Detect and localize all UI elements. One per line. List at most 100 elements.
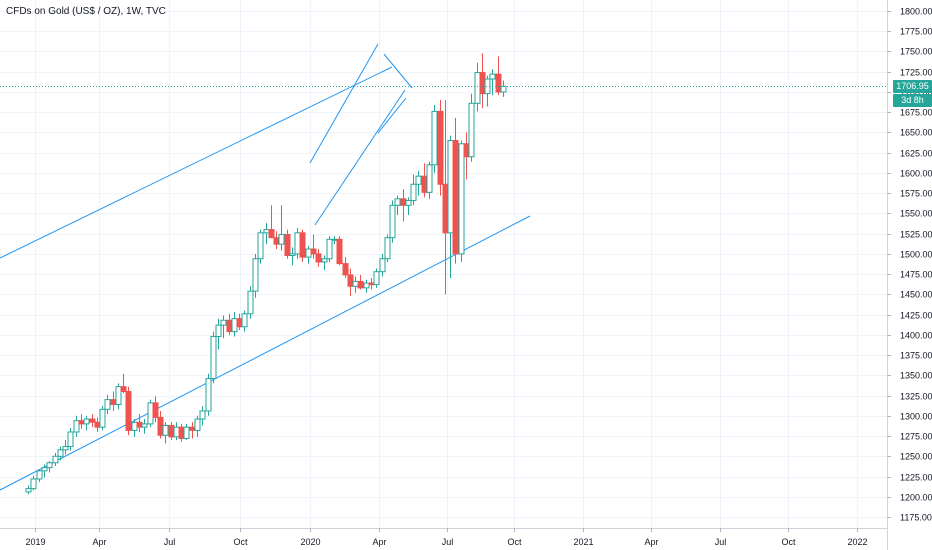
- candle-body-down: [368, 282, 375, 286]
- candle-body-up: [294, 232, 301, 255]
- candle-body-up: [484, 78, 491, 95]
- candle-body-down: [336, 238, 343, 265]
- candle-body-up: [500, 85, 507, 93]
- y-tick-label: 1475.00: [900, 270, 932, 280]
- y-tick-label: 1200.00: [900, 493, 932, 503]
- x-tick-label: Apr: [372, 537, 386, 547]
- y-tick-label: 1625.00: [900, 149, 932, 159]
- candle-body-down: [452, 140, 459, 255]
- candle-body-up: [263, 229, 270, 234]
- x-tick-label: Oct: [507, 537, 522, 547]
- candle-body-up: [162, 425, 169, 436]
- candle-body-up: [321, 258, 328, 263]
- candle-body-up: [62, 446, 69, 451]
- y-tick-label: 1525.00: [900, 230, 932, 240]
- candle-body-down: [152, 402, 159, 418]
- x-tick-label: 2019: [25, 537, 45, 547]
- candle-body-down: [310, 248, 317, 255]
- candle-body-up: [415, 175, 422, 185]
- candle-body-up: [489, 73, 496, 80]
- x-tick-label: Apr: [644, 537, 658, 547]
- candle-body-up: [410, 183, 417, 201]
- candle-body-up: [278, 233, 285, 245]
- candle-body-up: [331, 238, 338, 241]
- y-tick-label: 1325.00: [900, 392, 932, 402]
- candle-body-up: [41, 467, 48, 472]
- y-tick-label: 1600.00: [900, 169, 932, 179]
- wedge-left-line[interactable]: [309, 43, 379, 164]
- chart-title: CFDs on Gold (US$ / OZ), 1W, TVC: [6, 6, 166, 17]
- candle-body-up: [426, 164, 433, 193]
- channel-lower-line[interactable]: [0, 215, 531, 491]
- candle-body-up: [73, 420, 80, 433]
- candle-body-up: [57, 449, 64, 457]
- wedge-top-line[interactable]: [383, 53, 413, 89]
- candle-body-down: [357, 280, 364, 289]
- last-price-tag: 1706.95: [893, 79, 932, 93]
- candle-body-down: [315, 253, 322, 263]
- candle-body-down: [189, 426, 196, 431]
- candle-body-up: [99, 408, 106, 428]
- candle-body-up: [30, 478, 37, 490]
- candle-body-down: [94, 421, 101, 428]
- candle-body-down: [120, 386, 127, 393]
- y-tick-label: 1800.00: [900, 7, 932, 17]
- x-tick-label: 2020: [300, 537, 320, 547]
- candle-body-up: [220, 319, 227, 326]
- x-tick-label: Apr: [92, 537, 106, 547]
- candle-body-up: [458, 143, 465, 255]
- candle-body-up: [83, 418, 90, 425]
- y-tick-label: 1300.00: [900, 412, 932, 422]
- y-tick-label: 1450.00: [900, 290, 932, 300]
- x-tick-label: Jul: [715, 537, 727, 547]
- x-tick-label: 2022: [847, 537, 867, 547]
- y-tick-label: 1375.00: [900, 351, 932, 361]
- candle-body-down: [125, 391, 132, 431]
- y-tick-label: 1400.00: [900, 331, 932, 341]
- trendlines[interactable]: [0, 43, 531, 491]
- candle-body-down: [421, 175, 428, 193]
- candle-body-up: [104, 399, 111, 410]
- candle-body-up: [394, 198, 401, 206]
- candle-body-up: [379, 258, 386, 273]
- y-tick-label: 1750.00: [900, 47, 932, 57]
- candle-body-up: [326, 238, 333, 260]
- candle-body-up: [25, 488, 32, 493]
- y-tick-label: 1500.00: [900, 250, 932, 260]
- candle-body-up: [210, 335, 217, 380]
- y-tick-label: 1225.00: [900, 473, 932, 483]
- candle-body-up: [46, 462, 53, 469]
- y-tick-label: 1550.00: [900, 209, 932, 219]
- candle-body-down: [495, 73, 502, 93]
- x-tick-label: Jul: [442, 537, 454, 547]
- candle-body-up: [205, 378, 212, 412]
- candle-body-up: [183, 426, 190, 439]
- y-tick-label: 1725.00: [900, 68, 932, 78]
- wedge-inner-line[interactable]: [377, 97, 407, 134]
- x-tick-label: Jul: [164, 537, 176, 547]
- candle-body-up: [447, 140, 454, 234]
- candle-body-down: [89, 418, 96, 423]
- candle-body-down: [342, 263, 349, 276]
- y-tick-label: 1275.00: [900, 432, 932, 442]
- price-axis[interactable]: 1175.00 1200.00 1225.00 1250.00 1275.00 1300.…: [887, 7, 932, 523]
- time-axis[interactable]: 2019 Apr Jul Oct 2020 Apr Jul Oct 2021 Apr Jul Oct 2…: [25, 528, 868, 547]
- candle-body-down: [479, 72, 486, 95]
- candle-body-up: [173, 426, 180, 438]
- candle-body-up: [194, 418, 201, 431]
- candle-body-up: [131, 421, 138, 431]
- candle-body-down: [157, 416, 164, 436]
- x-tick-label: 2021: [573, 537, 593, 547]
- candles: [25, 53, 507, 495]
- candle-body-up: [36, 470, 43, 480]
- candle-body-down: [437, 110, 444, 185]
- candle-body-down: [273, 237, 280, 245]
- candle-body-down: [168, 425, 175, 438]
- channel-upper-line[interactable]: [0, 66, 393, 259]
- wedge-bottom-line[interactable]: [314, 89, 406, 226]
- x-tick-label: Oct: [781, 537, 796, 547]
- candle-body-up: [289, 253, 296, 256]
- y-tick-label: 1650.00: [900, 128, 932, 138]
- candle-body-up: [389, 204, 396, 239]
